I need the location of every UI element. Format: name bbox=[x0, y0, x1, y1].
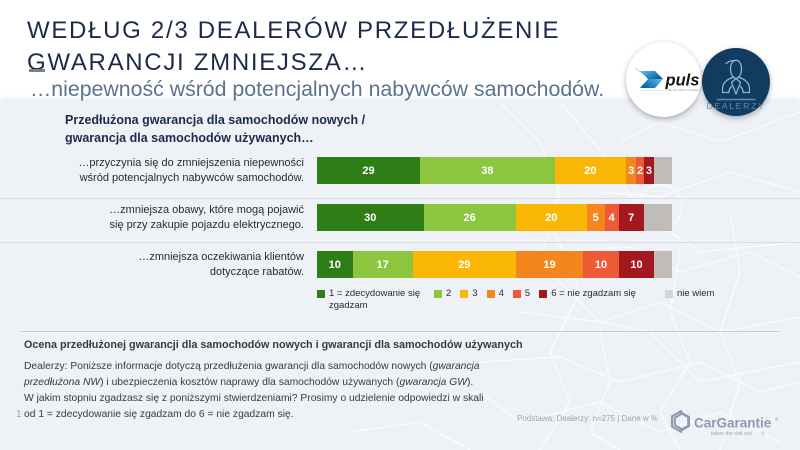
svg-text:KIM SĄ NASI KLIENCI: KIM SĄ NASI KLIENCI bbox=[666, 88, 701, 92]
svg-text:®: ® bbox=[775, 416, 779, 422]
svg-text:takes the risk out: takes the risk out bbox=[711, 431, 752, 437]
svg-text:DEALERZY: DEALERZY bbox=[707, 101, 766, 111]
svg-text:CarGarantie: CarGarantie bbox=[694, 416, 772, 431]
svg-text:puls: puls bbox=[665, 72, 700, 90]
svg-text:<: < bbox=[761, 430, 765, 437]
